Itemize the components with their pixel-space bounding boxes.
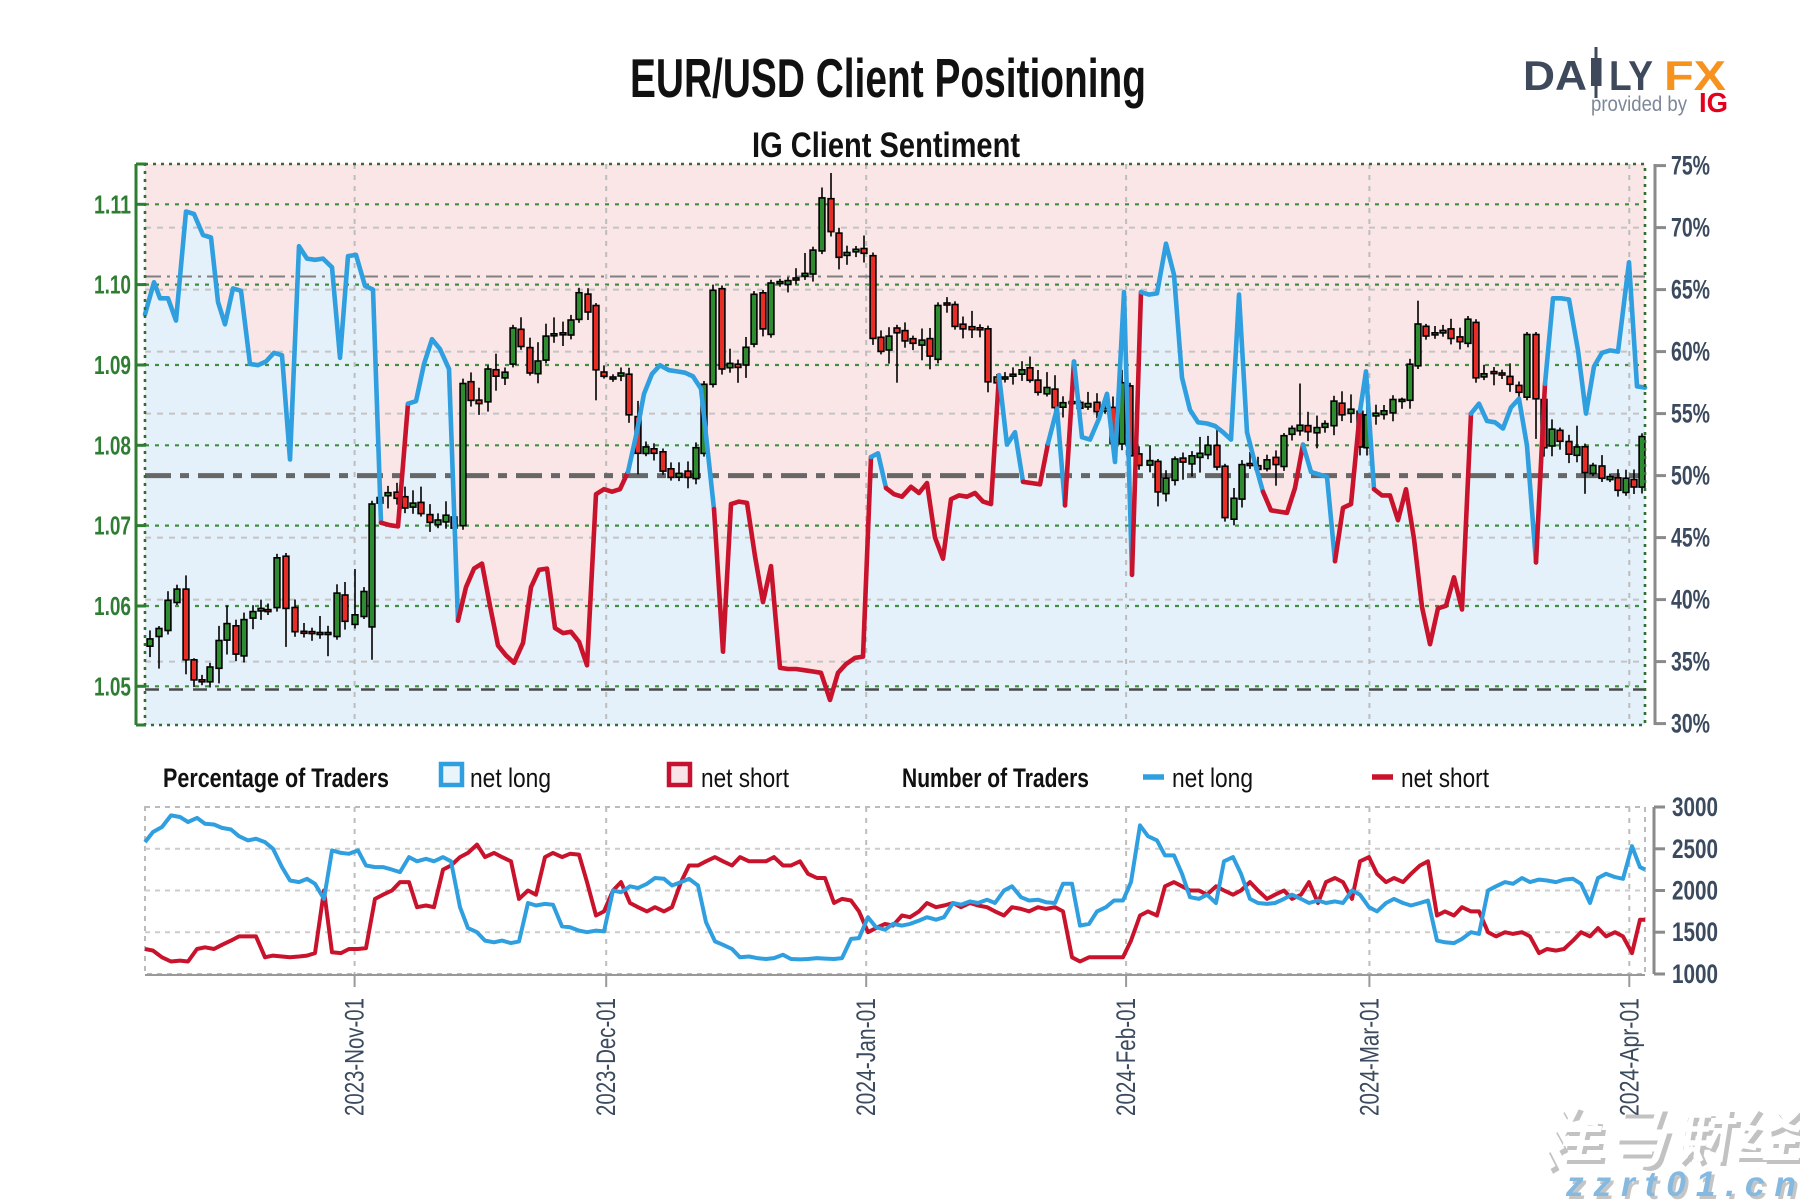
svg-text:2024-Apr-01: 2024-Apr-01: [1614, 998, 1644, 1116]
svg-text:1.10: 1.10: [94, 270, 131, 300]
svg-text:z z r t 0 1 . c n: z z r t 0 1 . c n: [1565, 1165, 1796, 1200]
svg-text:1.09: 1.09: [94, 350, 131, 380]
svg-text:net short: net short: [701, 763, 789, 793]
svg-text:DA: DA: [1523, 52, 1587, 99]
svg-text:2023-Nov-01: 2023-Nov-01: [340, 998, 370, 1116]
svg-text:2024-Mar-01: 2024-Mar-01: [1354, 998, 1384, 1116]
svg-text:1.11: 1.11: [94, 189, 131, 219]
svg-text:65%: 65%: [1671, 275, 1710, 305]
svg-text:2500: 2500: [1672, 834, 1718, 864]
svg-text:30%: 30%: [1671, 709, 1710, 739]
svg-text:3000: 3000: [1672, 792, 1718, 822]
svg-text:2024-Jan-01: 2024-Jan-01: [851, 998, 881, 1116]
svg-text:1.08: 1.08: [94, 430, 131, 460]
svg-text:75%: 75%: [1671, 151, 1710, 181]
svg-text:1000: 1000: [1672, 959, 1718, 989]
svg-text:2000: 2000: [1672, 876, 1718, 906]
svg-text:60%: 60%: [1671, 337, 1710, 367]
svg-text:z z r t 0 1 . c n: z z r t 0 1 . c n: [1568, 1168, 1799, 1200]
svg-text:70%: 70%: [1671, 213, 1710, 243]
svg-text:LY: LY: [1609, 52, 1653, 99]
svg-text:IG: IG: [1699, 87, 1728, 118]
svg-text:provided by: provided by: [1591, 93, 1687, 116]
svg-text:IG Client Sentiment: IG Client Sentiment: [752, 126, 1020, 165]
svg-text:55%: 55%: [1671, 399, 1710, 429]
svg-text:1500: 1500: [1672, 917, 1718, 947]
svg-text:net short: net short: [1401, 763, 1489, 793]
svg-text:1.05: 1.05: [94, 671, 131, 701]
svg-text:EUR/USD Client Positioning: EUR/USD Client Positioning: [630, 47, 1146, 109]
svg-text:2023-Dec-01: 2023-Dec-01: [591, 998, 621, 1116]
svg-text:Percentage of Traders: Percentage of Traders: [163, 763, 389, 793]
svg-text:45%: 45%: [1671, 523, 1710, 553]
svg-text:net long: net long: [1172, 763, 1253, 793]
svg-text:FX: FX: [1664, 52, 1726, 99]
svg-text:1.07: 1.07: [94, 511, 131, 541]
svg-text:35%: 35%: [1671, 647, 1710, 677]
svg-text:net long: net long: [470, 763, 551, 793]
svg-text:50%: 50%: [1671, 461, 1710, 491]
svg-text:2024-Feb-01: 2024-Feb-01: [1111, 998, 1141, 1116]
svg-text:Number of Traders: Number of Traders: [902, 763, 1089, 793]
svg-text:40%: 40%: [1671, 585, 1710, 615]
svg-text:1.06: 1.06: [94, 591, 131, 621]
